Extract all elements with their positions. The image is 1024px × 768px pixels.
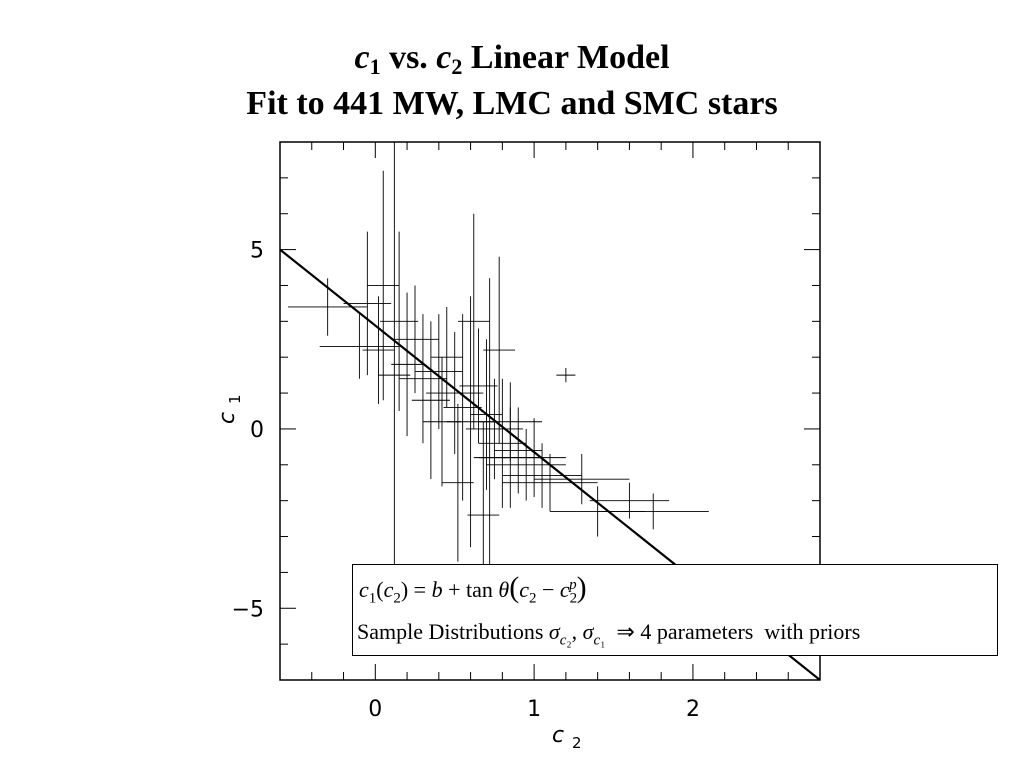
y-tick-label: 0 xyxy=(250,418,264,443)
x-axis-label-subscript: 2 xyxy=(572,734,582,752)
title-c1: c xyxy=(354,39,370,76)
model-legend-box: c1(c2) = b + tan θ(c2 − c2p) Sample Dist… xyxy=(352,564,998,656)
title-c1-subscript: 1 xyxy=(369,54,381,79)
y-axis-label: c xyxy=(215,412,240,424)
y-tick-label: 5 xyxy=(250,239,264,264)
x-tick-label: 0 xyxy=(368,697,382,722)
y-axis-label-subscript: 1 xyxy=(226,394,244,404)
x-axis-label: c xyxy=(552,723,564,748)
x-tick-label: 1 xyxy=(527,697,541,722)
sample-distributions-text: Sample Distributions σc₂, σc₁ ⇒ 4 parame… xyxy=(357,619,861,649)
title-vs: vs. xyxy=(380,39,437,76)
title-linear-model: Linear Model xyxy=(462,39,670,76)
x-tick-label: 2 xyxy=(686,697,700,722)
y-tick-label: −5 xyxy=(232,597,264,622)
title-c2: c xyxy=(436,39,452,76)
plot-frame xyxy=(279,141,821,681)
title-c2-subscript: 2 xyxy=(451,54,463,79)
model-equation: c1(c2) = b + tan θ(c2 − c2p) xyxy=(359,571,587,607)
chart-title-line2: Fit to 441 MW, LMC and SMC stars xyxy=(246,85,778,122)
chart-title-line1: c1 vs. c2 Linear Model xyxy=(0,36,1024,89)
